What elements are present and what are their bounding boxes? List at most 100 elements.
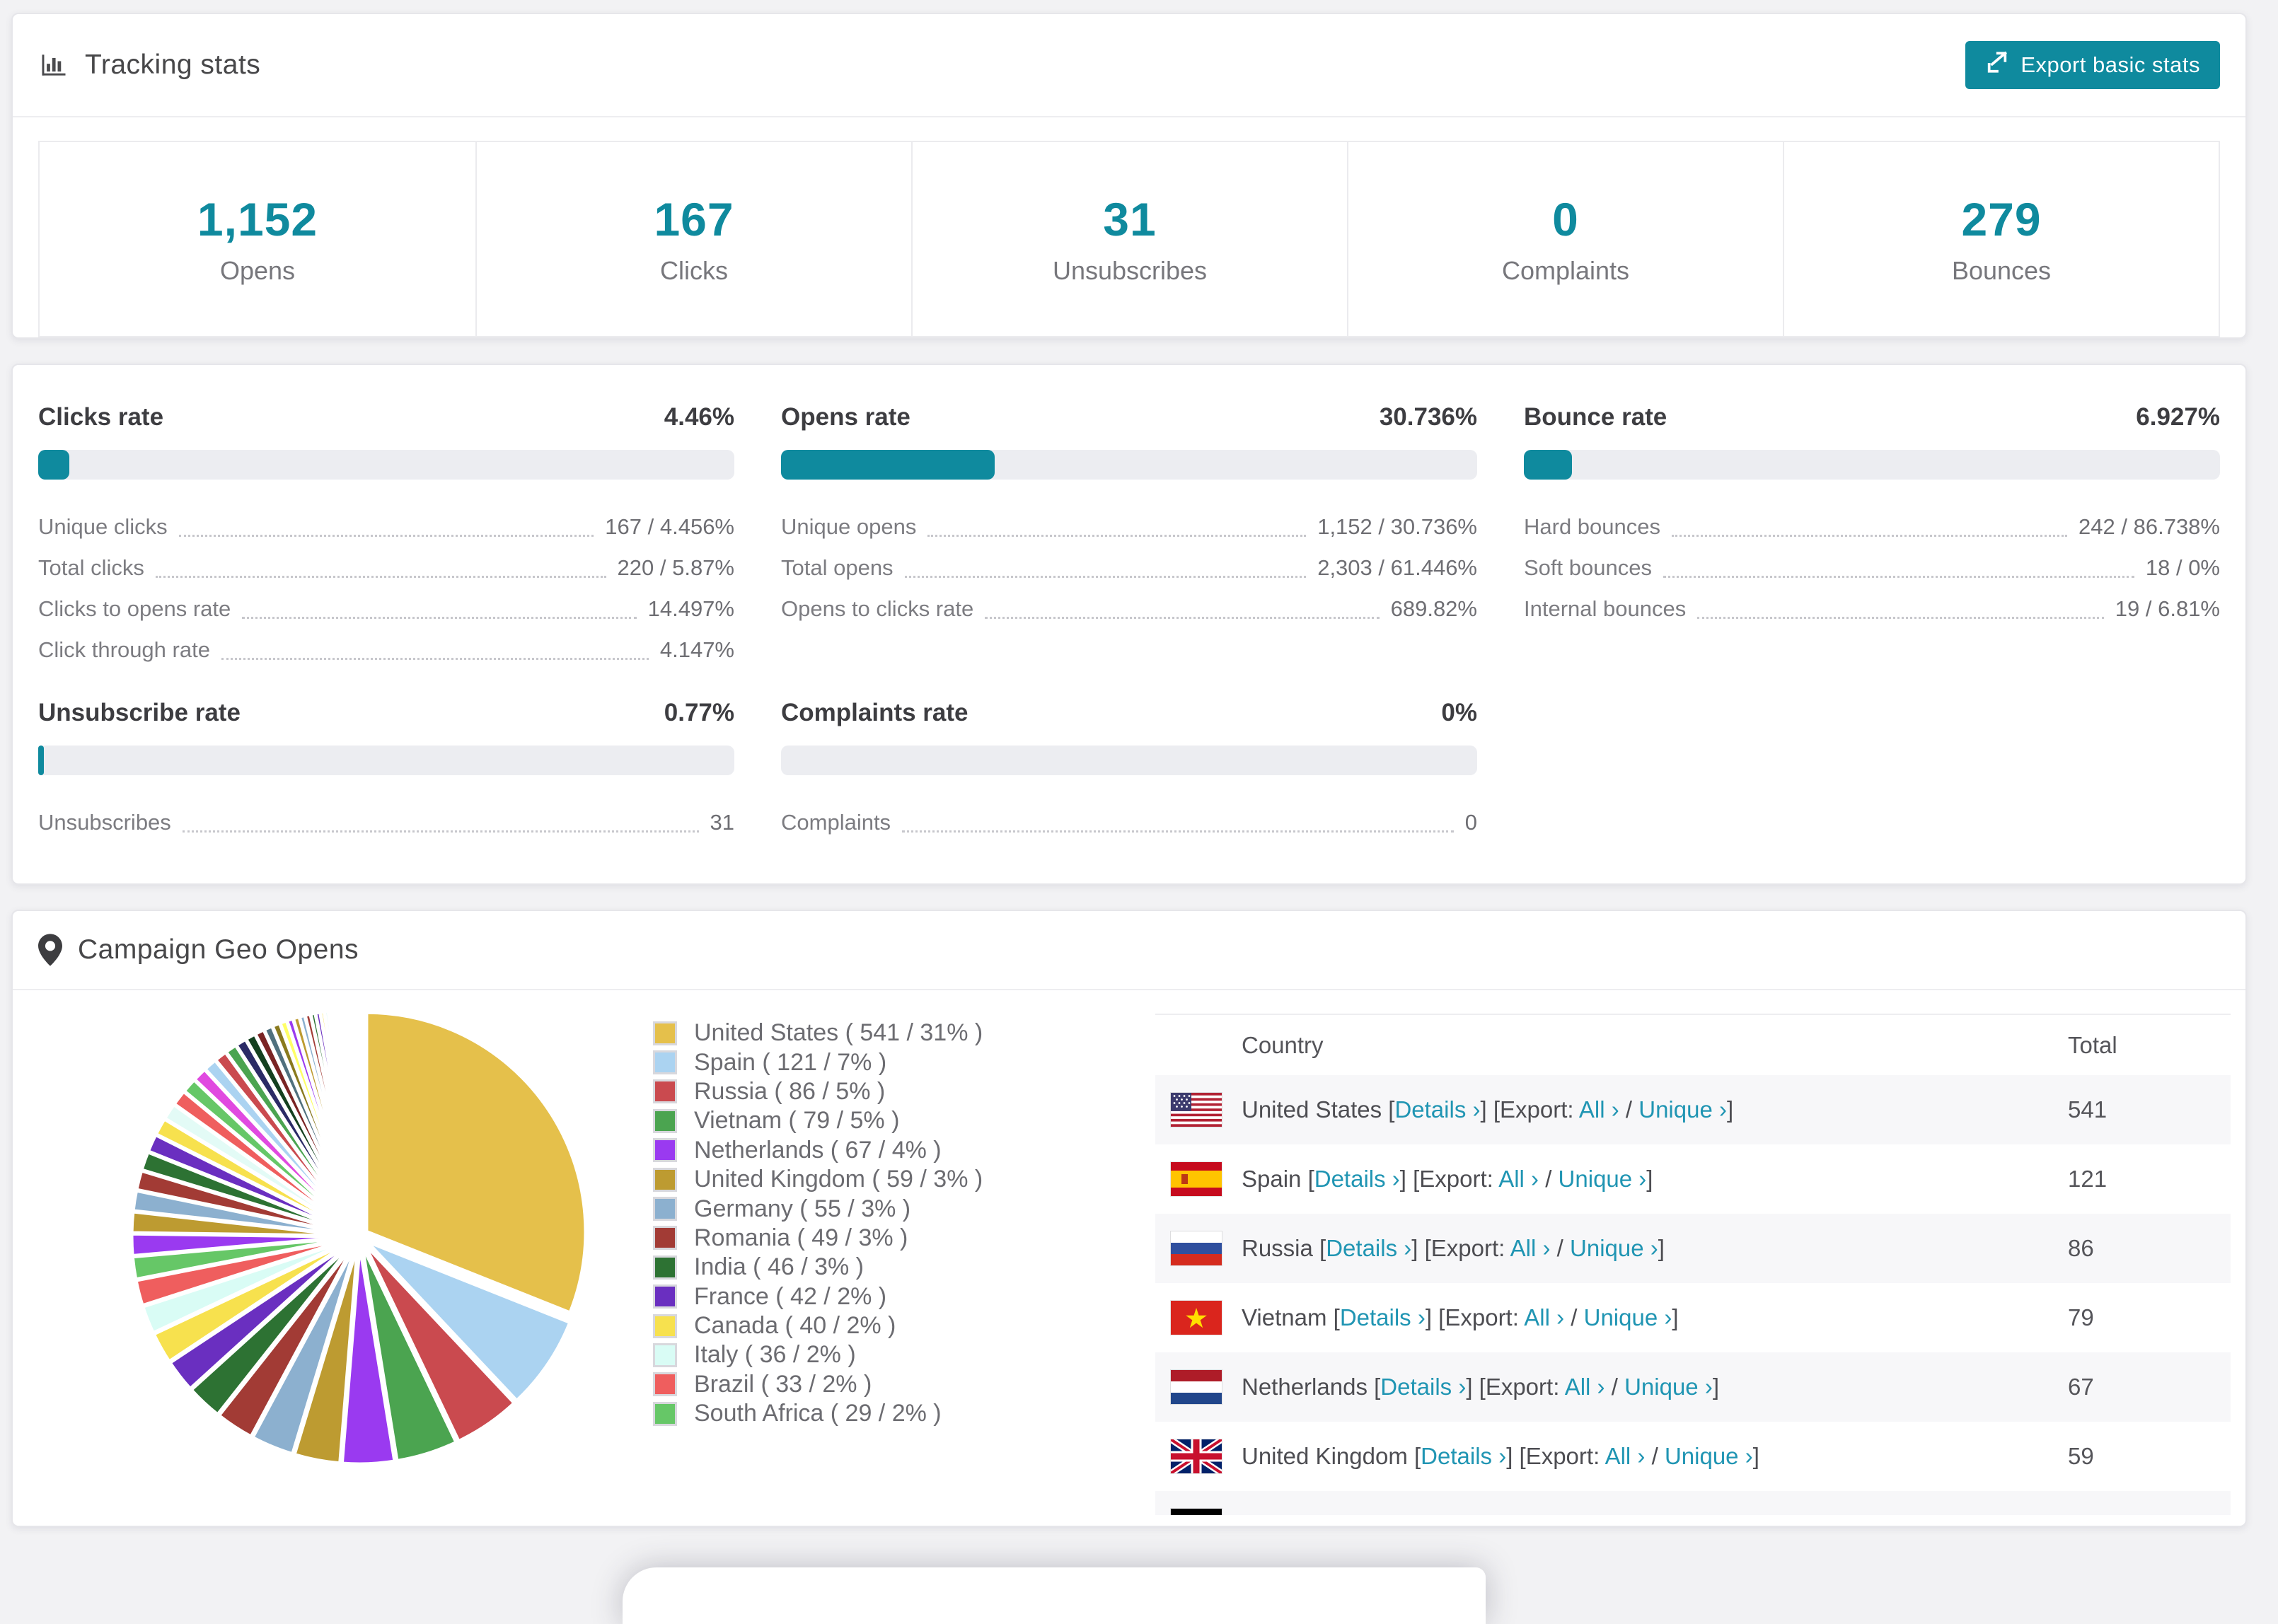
rate-row-label: Click through rate (38, 637, 210, 662)
dotted-leader (155, 575, 606, 578)
legend-swatch-icon (653, 1197, 677, 1222)
rate-row: Click through rate 4.147% (38, 630, 734, 671)
legend-label: Germany ( 55 / 3% ) (694, 1195, 911, 1222)
pie-slice-spain[interactable] (364, 1239, 572, 1403)
legend-label: United Kingdom ( 59 / 3% ) (694, 1166, 983, 1193)
dotted-leader (927, 534, 1307, 537)
rate-rows: Unique clicks 167 / 4.456% Total clicks 220… (38, 506, 734, 671)
legend-label: India ( 46 / 3% ) (694, 1253, 865, 1281)
export-unique-link[interactable]: Unique › (1624, 1374, 1713, 1400)
details-link[interactable]: Details › (1314, 1166, 1400, 1192)
dotted-leader (178, 534, 594, 537)
export-unique-link[interactable]: Unique › (1638, 1096, 1727, 1123)
pie-slice-united-states[interactable] (364, 1010, 588, 1315)
geo-opens-title-text: Campaign Geo Opens (78, 934, 359, 965)
legend-item-brazil: Brazil ( 33 / 2% ) (653, 1370, 983, 1399)
export-all-link[interactable]: All › (1605, 1443, 1646, 1469)
legend-item-germany: Germany ( 55 / 3% ) (653, 1194, 983, 1223)
rate-progress-fill (781, 450, 995, 480)
rate-title: Opens rate (781, 403, 910, 431)
dotted-leader (1663, 575, 2134, 578)
rate-row-value: 220 / 5.87% (617, 555, 734, 580)
stat-value: 1,152 (197, 193, 318, 245)
stat-label: Bounces (1951, 256, 2052, 285)
rate-panel-header: Complaints rate 0% (781, 699, 1477, 727)
pie-legend: United States ( 541 / 31% ) Spain ( 121 /… (653, 1019, 983, 1428)
export-unique-link[interactable]: Unique › (1664, 1443, 1753, 1469)
rate-row-value: 167 / 4.456% (605, 514, 734, 539)
legend-swatch-icon (653, 1255, 677, 1280)
bracket: [ (1413, 1443, 1421, 1469)
bracket: ] (1672, 1304, 1679, 1330)
legend-item-france: France ( 42 / 2% ) (653, 1282, 983, 1311)
legend-item-india: India ( 46 / 3% ) (653, 1253, 983, 1282)
legend-item-south-africa: South Africa ( 29 / 2% ) (653, 1399, 983, 1428)
rate-row: Soft bounces 18 / 0% (1524, 547, 2220, 588)
table-row-spain: Spain [Details ›] [Export: All › / Uniqu… (1155, 1144, 2231, 1214)
geo-opens-title: Campaign Geo Opens (38, 934, 359, 966)
pie-slice-russia[interactable] (362, 1241, 516, 1444)
export-all-link[interactable]: All › (1534, 1512, 1575, 1515)
legend-swatch-icon (653, 1021, 677, 1045)
rate-panel-bounce-rate: Bounce rate 6.927% Hard bounces 242 / 86.73… (1524, 403, 2220, 671)
rate-row-value: 19 / 6.81% (2115, 596, 2220, 621)
export-all-link[interactable]: All › (1564, 1374, 1605, 1400)
export-button-label: Export basic stats (2020, 52, 2200, 77)
pie-slice-vietnam[interactable] (360, 1242, 458, 1463)
rate-row: Total opens 2,303 / 61.446% (781, 547, 1477, 588)
export-all-link[interactable]: All › (1578, 1096, 1619, 1123)
rate-panel-header: Opens rate 30.736% (781, 403, 1477, 431)
details-link[interactable]: Details › (1380, 1374, 1467, 1400)
legend-item-united-states: United States ( 541 / 31% ) (653, 1019, 983, 1048)
legend-swatch-icon (653, 1108, 677, 1133)
legend-label: South Africa ( 29 / 2% ) (694, 1400, 942, 1427)
rate-progress-fill (1524, 450, 1573, 480)
rate-row-value: 14.497% (647, 596, 734, 621)
country-cell: Vietnam [Details ›] [Export: All › / Uni… (1242, 1304, 2068, 1331)
slash: / (1605, 1374, 1625, 1400)
details-link[interactable]: Details › (1351, 1512, 1436, 1515)
export-all-link[interactable]: All › (1524, 1304, 1565, 1330)
rate-row-label: Internal bounces (1524, 596, 1687, 621)
geo-opens-card: Campaign Geo Opens United States ( 541 /… (11, 910, 2247, 1527)
rate-rows: Unique opens 1,152 / 30.736% Total opens 2,… (781, 506, 1477, 630)
legend-item-italy: Italy ( 36 / 2% ) (653, 1340, 983, 1369)
export-basic-stats-button[interactable]: Export basic stats (1965, 41, 2220, 89)
geo-opens-pie-chart[interactable] (126, 1003, 593, 1470)
bracket: [ (1333, 1304, 1340, 1330)
tracking-stats-header: Tracking stats Export basic stats (13, 14, 2245, 117)
slash: / (1575, 1512, 1595, 1515)
table-row-russia: Russia [Details ›] [Export: All › / Uniq… (1155, 1214, 2231, 1283)
tracking-stats-card: Tracking stats Export basic stats 1,152 O… (11, 13, 2247, 339)
details-link[interactable]: Details › (1421, 1443, 1507, 1469)
export-all-link[interactable]: All › (1498, 1166, 1539, 1192)
export-unique-link[interactable]: Unique › (1570, 1235, 1658, 1261)
bracket: ] [Export: (1466, 1374, 1565, 1400)
legend-label: Russia ( 86 / 5% ) (694, 1077, 886, 1105)
tracking-stats-title: Tracking stats (38, 50, 260, 81)
flag-icon-nl (1171, 1370, 1222, 1404)
dotted-leader (902, 830, 1454, 833)
export-all-link[interactable]: All › (1510, 1235, 1551, 1261)
table-row-germany: Germany [Details ›] [Export: All › / Uni… (1155, 1491, 2231, 1515)
country-name: United States (1242, 1096, 1389, 1123)
export-unique-link[interactable]: Unique › (1583, 1304, 1672, 1330)
dotted-leader (221, 657, 649, 660)
export-unique-link[interactable]: Unique › (1595, 1512, 1683, 1515)
stat-value: 167 (654, 193, 734, 245)
legend-swatch-icon (653, 1079, 677, 1104)
rates-card: Clicks rate 4.46% Unique clicks 167 / 4.456… (11, 364, 2247, 885)
legend-label: Vietnam ( 79 / 5% ) (694, 1107, 900, 1135)
details-link[interactable]: Details › (1326, 1235, 1412, 1261)
rate-progress-bar (1524, 450, 2220, 480)
pie-slice-netherlands[interactable] (340, 1243, 397, 1466)
total-cell: 121 (2068, 1166, 2108, 1192)
bottom-overlay-panel (623, 1567, 1486, 1624)
dotted-leader (1697, 616, 2104, 619)
rate-row-value: 4.147% (659, 637, 734, 662)
bracket: ] [Export: (1425, 1304, 1525, 1330)
details-link[interactable]: Details › (1339, 1304, 1426, 1330)
details-link[interactable]: Details › (1394, 1096, 1481, 1123)
map-pin-icon (38, 934, 62, 966)
export-unique-link[interactable]: Unique › (1558, 1166, 1647, 1192)
